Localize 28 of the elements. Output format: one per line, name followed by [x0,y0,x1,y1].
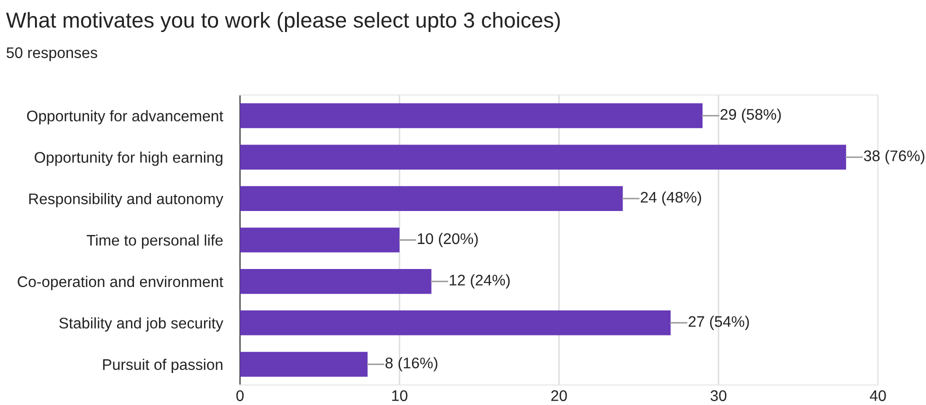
y-tick-label: Pursuit of passion [103,358,222,373]
data-label: 27 (54%) [688,316,749,330]
data-label: 38 (76%) [864,150,924,164]
y-tick-label: Opportunity for advancement [27,110,224,124]
bar [240,144,846,170]
chart-title: What motivates you to work (please select upto 3 choices) [6,12,560,32]
data-label: 10 (20%) [418,232,478,248]
bar [240,103,703,128]
data-label: 24 (48%) [640,191,702,206]
x-tick-label: 0 [236,390,244,402]
bar [240,228,400,252]
y-tick-label: Co-operation and environment [18,276,224,290]
bar [240,186,623,211]
text: 50 responses [6,47,98,62]
x-tick-label: 30 [710,390,726,402]
x-tick-label: 20 [551,390,567,402]
data-label: 12 (24%) [450,274,510,289]
y-tick-label: Opportunity for high earning [34,152,222,166]
bar [240,269,432,294]
data-label: 8 (16%) [385,357,438,372]
y-tick-label: Time to personal life [86,234,223,249]
y-tick-label: Responsibility and autonomy [29,193,224,208]
x-tick-label: 10 [392,390,408,402]
y-tick-label: Stability and job security [59,317,224,332]
bar [240,310,671,336]
x-tick-label: 40 [870,390,886,402]
data-label: 29 (58%) [720,108,781,123]
bar [240,352,368,377]
